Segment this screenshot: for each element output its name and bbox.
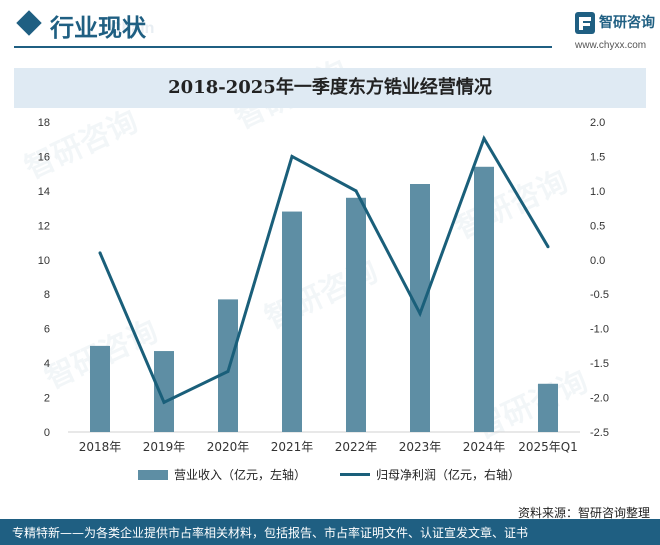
bar-revenue xyxy=(474,166,494,432)
y-left-tick-label: 18 xyxy=(38,117,50,129)
legend-label-profit: 归母净利润（亿元，右轴） xyxy=(376,468,521,482)
y-left-tick-label: 16 xyxy=(38,151,50,163)
point-net-profit xyxy=(290,154,294,158)
y-right-tick-label: 2.0 xyxy=(590,117,605,129)
y-left-tick-label: 8 xyxy=(44,289,50,301)
y-left-tick-label: 4 xyxy=(44,358,50,370)
point-net-profit xyxy=(418,312,422,316)
point-net-profit xyxy=(162,400,166,404)
point-net-profit xyxy=(546,245,550,249)
logo-url: www.chyxx.com xyxy=(575,40,647,51)
legend-line-swatch xyxy=(340,473,370,476)
bar-revenue xyxy=(282,211,302,432)
bar-revenue xyxy=(410,184,430,432)
x-tick-label: 2021年 xyxy=(271,440,314,454)
source-note: 资料来源：智研咨询整理 xyxy=(517,506,650,520)
y-left-tick-label: 0 xyxy=(44,427,50,439)
y-right-tick-label: -2.0 xyxy=(590,393,609,405)
legend: 营业收入（亿元，左轴） 归母净利润（亿元，右轴） xyxy=(0,466,660,484)
chart-title: 2018-2025年一季度东方锆业经营情况 xyxy=(168,77,492,98)
legend-label-revenue: 营业收入（亿元，左轴） xyxy=(174,468,307,482)
diamond-icon xyxy=(16,10,42,36)
y-right-tick-label: -1.5 xyxy=(590,358,609,370)
bar-revenue xyxy=(154,351,174,432)
legend-item-profit: 归母净利润（亿元，右轴） xyxy=(340,466,520,483)
bar-revenue xyxy=(218,299,238,432)
y-left-tick-label: 12 xyxy=(38,220,50,232)
y-right-tick-label: -0.5 xyxy=(590,289,609,301)
bar-revenue xyxy=(346,197,366,432)
header: Chain 行业现状 xyxy=(0,0,660,52)
legend-bar-swatch xyxy=(138,469,168,480)
y-left-tick-label: 14 xyxy=(38,186,50,198)
y-right-tick-label: -2.5 xyxy=(590,427,609,439)
x-tick-label: 2025年Q1 xyxy=(518,440,578,454)
y-right-tick-label: 0.0 xyxy=(590,255,605,267)
footer-text: 专精特新——为各类企业提供市占率相关材料，包括报告、市占率证明文件、认证宣发文章… xyxy=(12,526,529,540)
logo-icon xyxy=(575,12,595,34)
point-net-profit xyxy=(482,137,486,141)
y-right-tick-label: 1.5 xyxy=(590,151,605,163)
point-net-profit xyxy=(98,251,102,255)
page-title: 行业现状 xyxy=(50,14,146,42)
x-tick-label: 2019年 xyxy=(143,440,186,454)
bar-revenue xyxy=(90,345,110,432)
header-ghost-text: Chain xyxy=(110,20,155,37)
y-left-tick-label: 6 xyxy=(44,324,50,336)
point-net-profit xyxy=(354,189,358,193)
y-left-tick-label: 2 xyxy=(44,393,50,405)
logo-name: 智研咨询 xyxy=(599,15,655,31)
y-right-tick-label: 1.0 xyxy=(590,186,605,198)
x-tick-label: 2023年 xyxy=(399,440,442,454)
legend-item-revenue: 营业收入（亿元，左轴） xyxy=(138,466,306,483)
point-net-profit xyxy=(226,369,230,373)
footer: 专精特新——为各类企业提供市占率相关材料，包括报告、市占率证明文件、认证宣发文章… xyxy=(0,519,660,545)
y-left-tick-label: 10 xyxy=(38,255,50,267)
y-right-tick-label: -1.0 xyxy=(590,324,609,336)
line-net-profit xyxy=(98,135,550,405)
y-right-tick-label: 0.5 xyxy=(590,220,605,232)
x-tick-label: 2018年 xyxy=(79,440,122,454)
bar-revenue xyxy=(538,383,558,432)
x-tick-label: 2020年 xyxy=(207,440,250,454)
x-tick-label: 2024年 xyxy=(463,440,506,454)
x-tick-label: 2022年 xyxy=(335,440,378,454)
chart-title-bar: 2018-2025年一季度东方锆业经营情况 xyxy=(14,68,646,108)
header-divider xyxy=(14,46,552,48)
chart: 0 2 4 6 8 10 12 14 16 18 -2.5 -2.0 -1.5 -1.0 -0.5 0.0 0.… xyxy=(38,117,609,454)
